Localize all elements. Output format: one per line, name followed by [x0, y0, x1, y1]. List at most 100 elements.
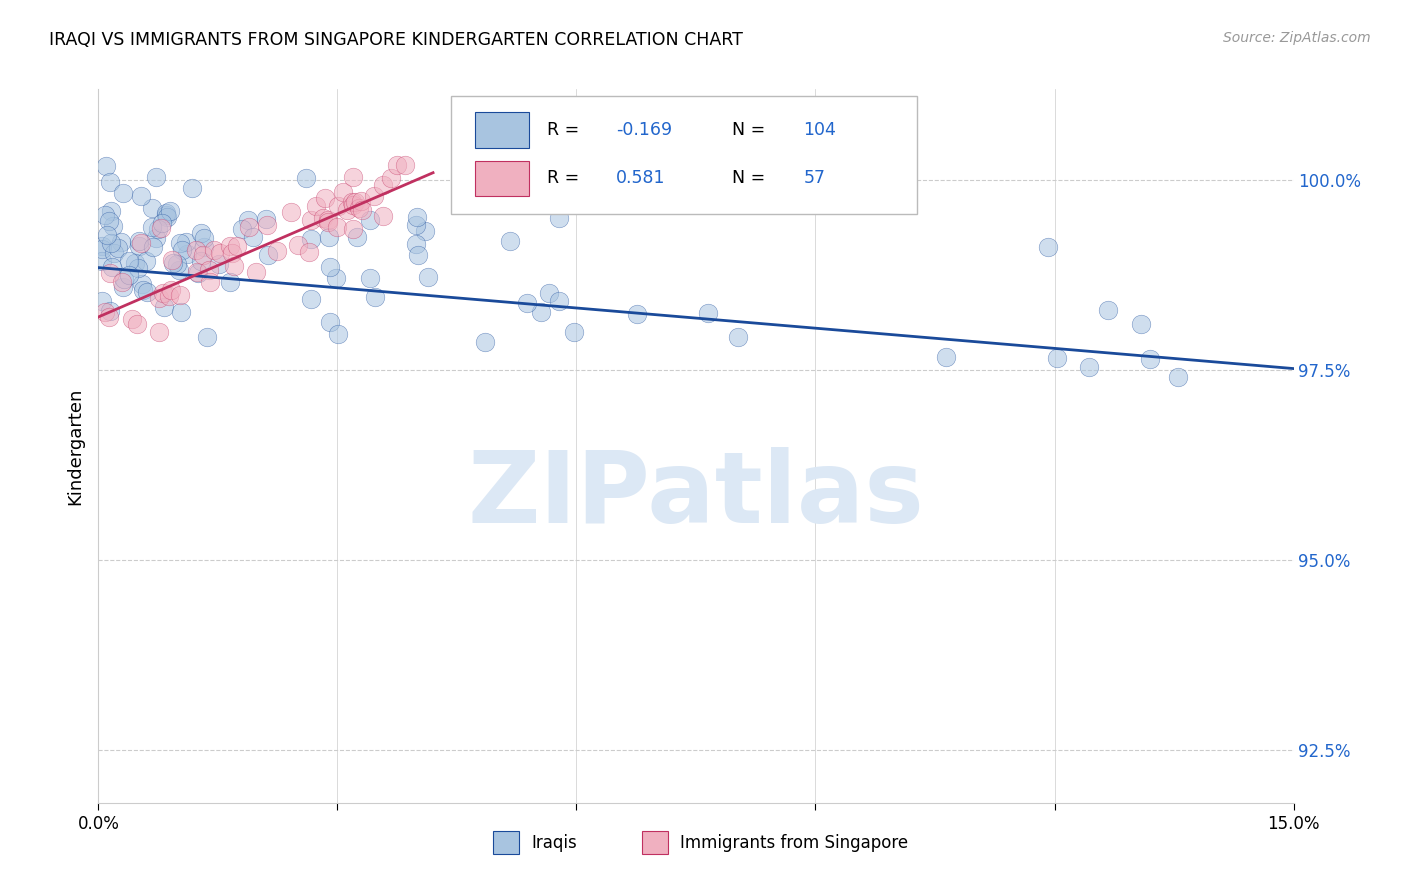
Point: [1167, 369, 1189, 384]
Point: [129, 188, 152, 202]
Point: [121, 312, 143, 326]
Point: [231, 222, 253, 236]
Point: [91, 242, 114, 256]
Point: [328, 199, 350, 213]
Point: [1097, 302, 1119, 317]
Point: [141, 201, 163, 215]
Point: [318, 315, 340, 329]
Point: [94, 208, 117, 222]
Point: [190, 254, 212, 268]
Point: [499, 234, 522, 248]
Point: [325, 220, 347, 235]
Point: [157, 289, 180, 303]
Point: [103, 246, 125, 260]
Point: [198, 263, 221, 277]
Point: [538, 286, 561, 301]
Point: [174, 235, 197, 250]
Point: [191, 248, 214, 262]
Point: [256, 248, 278, 262]
Point: [256, 218, 278, 232]
Point: [371, 209, 394, 223]
Point: [142, 240, 165, 254]
Text: 104: 104: [804, 121, 837, 139]
Point: [170, 244, 193, 258]
Point: [405, 237, 427, 252]
Point: [311, 211, 333, 226]
Point: [160, 284, 183, 298]
Point: [98, 310, 121, 324]
Text: ZIPatlas: ZIPatlas: [468, 448, 924, 544]
Point: [416, 269, 439, 284]
Point: [111, 280, 134, 294]
Point: [101, 219, 124, 233]
Point: [152, 286, 174, 301]
Point: [287, 238, 309, 252]
Point: [128, 234, 150, 248]
Point: [124, 256, 146, 270]
Point: [218, 275, 240, 289]
Point: [128, 239, 150, 253]
Point: [125, 317, 148, 331]
Point: [236, 213, 259, 227]
Text: Source: ZipAtlas.com: Source: ZipAtlas.com: [1223, 31, 1371, 45]
Point: [152, 216, 174, 230]
Point: [166, 257, 188, 271]
Point: [186, 265, 208, 279]
Point: [187, 266, 209, 280]
Point: [935, 350, 957, 364]
Point: [221, 246, 243, 260]
Point: [110, 235, 132, 249]
Point: [1129, 317, 1152, 331]
Point: [1036, 240, 1059, 254]
Point: [149, 221, 172, 235]
Point: [167, 263, 190, 277]
Point: [314, 191, 336, 205]
Point: [135, 253, 157, 268]
Point: [1046, 351, 1069, 366]
Point: [131, 277, 153, 291]
Point: [91, 239, 114, 253]
Point: [280, 205, 302, 219]
Point: [1139, 352, 1161, 367]
Point: [328, 326, 350, 341]
Point: [98, 266, 121, 280]
Point: [299, 213, 322, 227]
Point: [342, 222, 364, 236]
Point: [208, 245, 231, 260]
Point: [170, 304, 193, 318]
Point: [319, 260, 342, 275]
Point: [193, 230, 215, 244]
Point: [198, 275, 221, 289]
Point: [100, 260, 122, 274]
Point: [408, 248, 430, 262]
Point: [343, 194, 366, 209]
Point: [127, 260, 149, 275]
Bar: [475, 161, 529, 196]
Point: [169, 288, 191, 302]
Point: [474, 334, 496, 349]
Point: [325, 270, 347, 285]
Point: [350, 202, 373, 217]
Point: [184, 243, 207, 257]
Point: [363, 189, 385, 203]
Point: [148, 222, 170, 236]
Point: [155, 208, 177, 222]
Text: 57: 57: [804, 169, 825, 187]
Point: [159, 203, 181, 218]
Text: 0.581: 0.581: [616, 169, 665, 187]
Point: [148, 325, 170, 339]
Point: [350, 194, 373, 208]
Point: [477, 193, 499, 207]
Point: [298, 244, 321, 259]
Point: [305, 199, 328, 213]
Point: [190, 227, 212, 241]
Point: [111, 276, 134, 290]
Point: [245, 265, 267, 279]
Point: [169, 235, 191, 250]
Point: [242, 229, 264, 244]
Point: [371, 178, 394, 193]
Point: [107, 241, 129, 255]
Point: [160, 253, 183, 268]
Point: [94, 159, 117, 173]
Point: [238, 219, 260, 234]
